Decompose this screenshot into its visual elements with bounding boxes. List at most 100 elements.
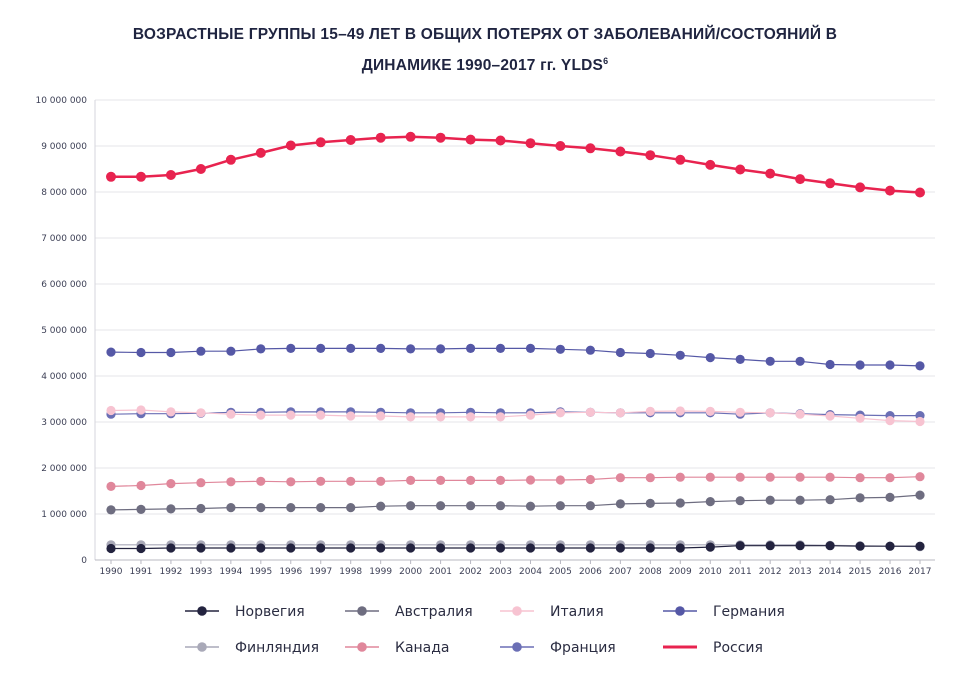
data-point[interactable]: [675, 154, 686, 165]
data-point[interactable]: [525, 138, 536, 149]
legend-item[interactable]: Германия: [663, 604, 785, 620]
data-point[interactable]: [915, 490, 925, 500]
data-point[interactable]: [645, 150, 656, 161]
data-point[interactable]: [136, 347, 146, 358]
data-point[interactable]: [855, 182, 866, 193]
data-point[interactable]: [166, 407, 176, 417]
data-point[interactable]: [286, 543, 296, 553]
legend-item[interactable]: Франция: [500, 640, 616, 656]
data-point[interactable]: [406, 344, 416, 354]
data-point[interactable]: [705, 353, 715, 363]
data-point[interactable]: [436, 412, 446, 422]
data-point[interactable]: [525, 501, 536, 511]
data-point[interactable]: [106, 347, 116, 357]
data-point[interactable]: [915, 416, 925, 427]
legend-item[interactable]: Австралия: [345, 604, 473, 620]
data-point[interactable]: [885, 185, 895, 196]
data-point[interactable]: [885, 416, 895, 426]
data-point[interactable]: [885, 360, 895, 370]
data-point[interactable]: [166, 347, 176, 358]
data-point[interactable]: [915, 472, 925, 482]
data-point[interactable]: [226, 503, 236, 513]
data-point[interactable]: [585, 501, 596, 511]
data-point[interactable]: [885, 473, 895, 483]
data-point[interactable]: [795, 174, 806, 185]
data-point[interactable]: [346, 411, 356, 421]
data-point[interactable]: [705, 159, 716, 170]
data-point[interactable]: [885, 492, 895, 502]
data-point[interactable]: [525, 410, 536, 420]
data-point[interactable]: [376, 476, 386, 486]
data-point[interactable]: [555, 344, 566, 354]
data-point[interactable]: [466, 412, 476, 422]
data-point[interactable]: [855, 360, 865, 370]
data-point[interactable]: [376, 343, 386, 353]
data-point[interactable]: [585, 143, 596, 154]
data-point[interactable]: [106, 481, 116, 491]
data-point[interactable]: [465, 134, 476, 145]
data-point[interactable]: [106, 405, 116, 416]
data-point[interactable]: [705, 497, 715, 507]
data-point[interactable]: [166, 504, 176, 514]
data-point[interactable]: [855, 473, 865, 483]
data-point[interactable]: [795, 472, 805, 482]
data-point[interactable]: [376, 411, 386, 421]
data-point[interactable]: [406, 475, 416, 485]
data-point[interactable]: [555, 543, 566, 553]
data-point[interactable]: [376, 501, 386, 511]
data-point[interactable]: [825, 541, 835, 551]
data-point[interactable]: [855, 541, 865, 551]
data-point[interactable]: [255, 147, 266, 158]
data-point[interactable]: [466, 501, 476, 511]
data-point[interactable]: [256, 410, 266, 420]
data-point[interactable]: [915, 541, 925, 551]
data-point[interactable]: [825, 359, 835, 370]
data-point[interactable]: [645, 543, 655, 553]
data-point[interactable]: [765, 495, 775, 505]
data-point[interactable]: [225, 154, 236, 165]
data-point[interactable]: [825, 495, 835, 505]
data-point[interactable]: [136, 504, 146, 514]
data-point[interactable]: [495, 412, 506, 422]
data-point[interactable]: [645, 406, 655, 416]
data-point[interactable]: [346, 543, 356, 553]
data-point[interactable]: [466, 475, 476, 485]
data-point[interactable]: [555, 408, 566, 418]
data-point[interactable]: [436, 543, 446, 553]
data-point[interactable]: [675, 472, 685, 482]
data-point[interactable]: [166, 543, 176, 553]
data-point[interactable]: [286, 410, 296, 420]
data-point[interactable]: [765, 472, 775, 482]
legend-item[interactable]: Италия: [500, 604, 604, 620]
data-point[interactable]: [466, 343, 476, 353]
data-point[interactable]: [885, 541, 895, 551]
data-point[interactable]: [436, 475, 446, 485]
legend-item[interactable]: Россия: [663, 640, 763, 656]
data-point[interactable]: [195, 164, 206, 174]
data-point[interactable]: [615, 408, 626, 418]
data-point[interactable]: [316, 343, 326, 353]
data-point[interactable]: [495, 475, 506, 485]
data-point[interactable]: [615, 347, 626, 358]
data-point[interactable]: [645, 498, 655, 508]
data-point[interactable]: [675, 350, 685, 360]
data-point[interactable]: [615, 473, 626, 483]
data-point[interactable]: [285, 140, 296, 151]
data-point[interactable]: [315, 137, 326, 148]
data-point[interactable]: [495, 501, 506, 511]
data-point[interactable]: [165, 170, 176, 180]
data-point[interactable]: [585, 543, 596, 553]
data-point[interactable]: [136, 405, 146, 415]
data-point[interactable]: [466, 543, 476, 553]
data-point[interactable]: [106, 171, 116, 182]
data-point[interactable]: [915, 187, 925, 198]
data-point[interactable]: [435, 132, 446, 143]
data-point[interactable]: [405, 131, 416, 142]
data-point[interactable]: [615, 146, 626, 157]
data-point[interactable]: [316, 476, 326, 486]
data-point[interactable]: [615, 543, 626, 553]
legend-item[interactable]: Канада: [345, 640, 450, 656]
data-point[interactable]: [256, 476, 266, 486]
data-point[interactable]: [346, 343, 356, 353]
data-point[interactable]: [226, 346, 236, 356]
